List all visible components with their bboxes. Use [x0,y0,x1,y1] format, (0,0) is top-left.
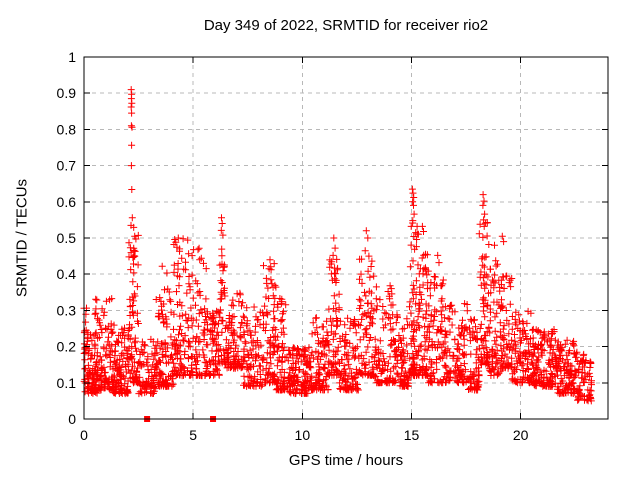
tick-labels: 0 5 10 15 20 0 0.1 0.2 0.3 0.4 0.5 0.6 0.7 0.8 0.9 1 [57,49,529,443]
scatter-points [80,86,595,405]
chart-title: Day 349 of 2022, SRMTID for receiver rio… [203,17,489,34]
svg-text:0.4: 0.4 [57,266,77,282]
svg-text:0.1: 0.1 [57,375,77,391]
svg-text:0.9: 0.9 [57,85,77,101]
svg-text:20: 20 [513,427,529,443]
y-axis-label: SRMTID / TECUs [13,178,31,298]
x-axis-label: GPS time / hours [288,452,404,469]
svg-text:0.5: 0.5 [57,230,77,246]
svg-text:0.8: 0.8 [57,121,77,137]
svg-text:15: 15 [404,427,420,443]
svg-text:5: 5 [189,427,197,443]
svg-text:0.6: 0.6 [57,194,77,210]
svg-text:0.7: 0.7 [57,158,77,174]
axis-ticks [83,56,608,420]
svg-text:1: 1 [68,49,76,65]
svg-text:0: 0 [80,427,88,443]
svg-text:0.3: 0.3 [57,302,77,318]
svg-text:0: 0 [68,411,76,427]
svg-text:10: 10 [295,427,311,443]
svg-text:0.2: 0.2 [57,339,77,355]
